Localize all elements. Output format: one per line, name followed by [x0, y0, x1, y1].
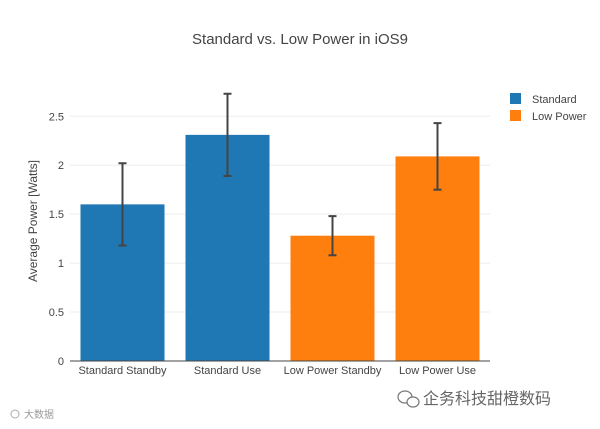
error-bar: [118, 162, 127, 247]
x-tick-label: Standard Standby: [78, 365, 167, 377]
x-tick-label: Standard Use: [194, 365, 261, 377]
watermark-right-text: 企务科技甜橙数码: [423, 390, 551, 408]
y-tick-label: 2.5: [49, 111, 64, 123]
legend-swatch: [510, 93, 521, 104]
y-tick-label: 0: [58, 356, 64, 368]
legend-swatch: [510, 110, 521, 121]
watermark: 大数据 企务科技甜橙数码: [10, 390, 551, 421]
error-bar: [328, 215, 337, 257]
y-tick-label: 1.5: [49, 209, 64, 221]
chart-title: Standard vs. Low Power in iOS9: [192, 31, 408, 48]
watermark-right: 企务科技甜橙数码: [397, 390, 551, 408]
x-tick-label: Low Power Standby: [284, 365, 382, 377]
x-tick-label: Low Power Use: [399, 365, 476, 377]
axes: 0 0.5 1 1.5 2 2.5 Standard Standby Standard Use…: [49, 111, 490, 377]
bar-low-power-standby: [290, 235, 375, 361]
y-axis-title: Average Power [Watts]: [26, 160, 40, 282]
watermark-left: 大数据: [10, 408, 54, 421]
watermark-left-text: 大数据: [24, 408, 54, 421]
y-tick-label: 2: [58, 160, 64, 172]
error-bars: [118, 92, 442, 257]
legend-item-standard: Standard: [510, 93, 577, 106]
error-bar: [433, 122, 442, 191]
y-tick-label: 0.5: [49, 307, 64, 319]
legend-label: Standard: [532, 94, 577, 106]
error-bar: [223, 92, 232, 177]
bars: [80, 134, 480, 361]
legend-label: Low Power: [532, 111, 587, 123]
wechat-icon: [397, 390, 420, 408]
y-tick-label: 1: [58, 258, 64, 270]
watermark-left-icon: [10, 409, 20, 419]
legend-item-low-power: Low Power: [510, 110, 587, 123]
legend: Standard Low Power: [510, 93, 587, 123]
